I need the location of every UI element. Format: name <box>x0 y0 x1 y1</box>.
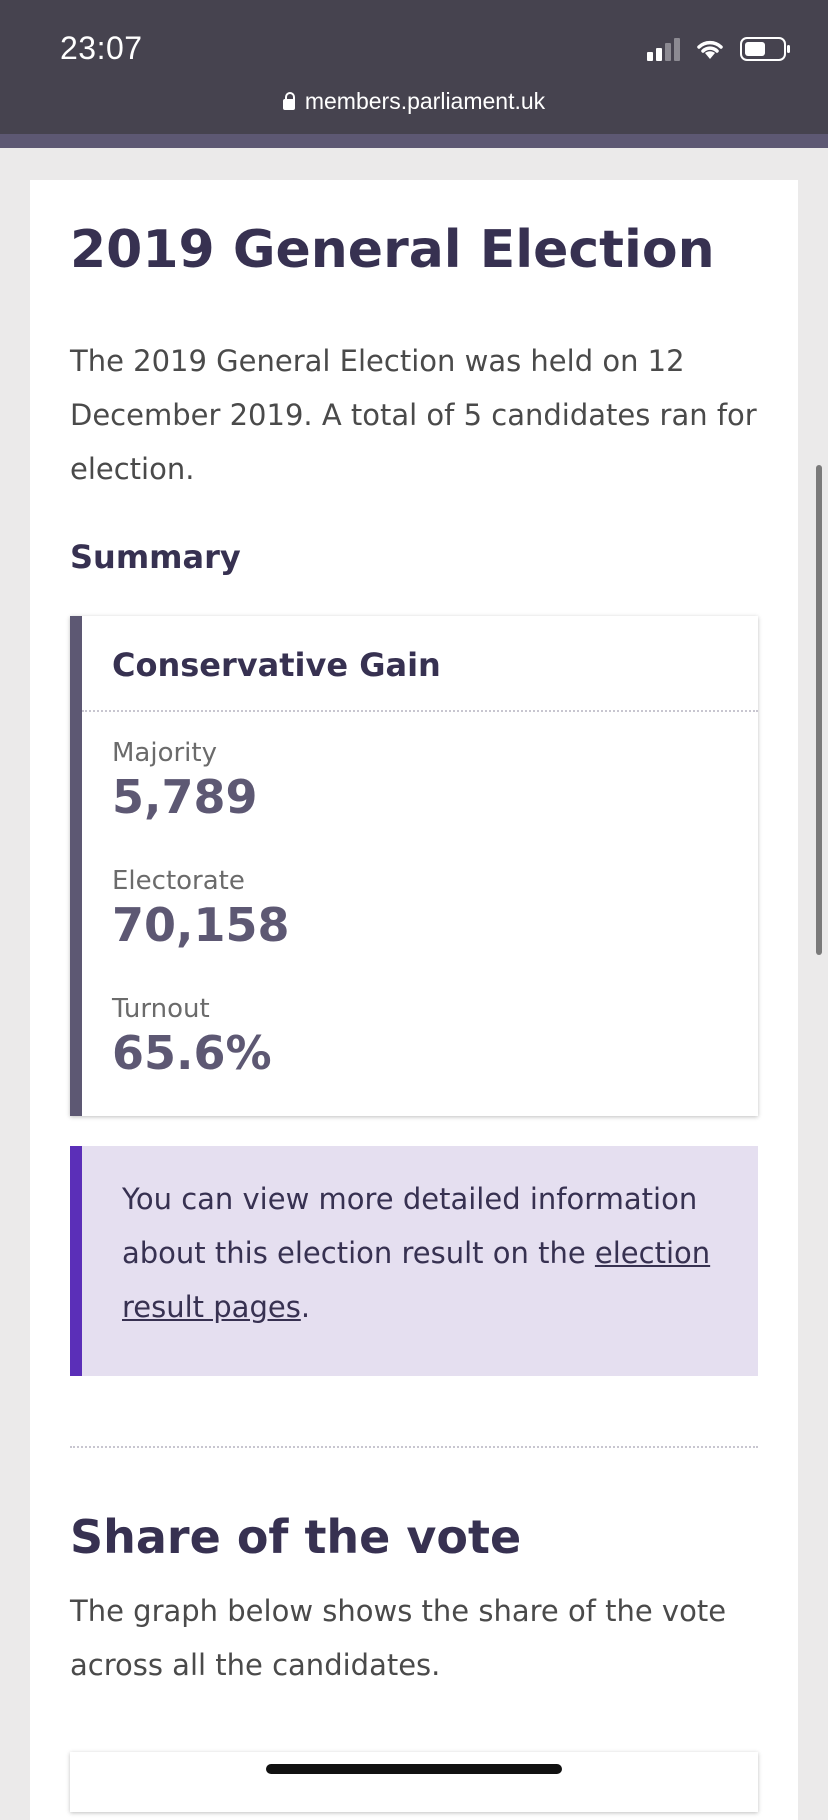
header-strip <box>0 134 828 148</box>
summary-box: Conservative Gain Majority 5,789 Elector… <box>70 616 758 1116</box>
share-of-vote-heading: Share of the vote <box>70 1510 522 1564</box>
turnout-label: Turnout <box>112 994 210 1024</box>
info-text-before: You can view more detailed information a… <box>122 1182 698 1270</box>
page-title: 2019 General Election <box>70 220 715 280</box>
result-title: Conservative Gain <box>112 646 441 684</box>
electorate-value: 70,158 <box>112 898 290 952</box>
cellular-signal-icon <box>647 37 680 61</box>
info-text-after: . <box>300 1290 311 1324</box>
majority-label: Majority <box>112 738 217 768</box>
election-intro: The 2019 General Election was held on 12… <box>70 344 757 486</box>
section-divider <box>70 1446 758 1448</box>
battery-icon <box>740 37 790 61</box>
lock-icon <box>282 92 295 110</box>
election-card: 2019 General Election The 2019 General E… <box>30 180 798 1820</box>
turnout-value: 65.6% <box>112 1026 272 1080</box>
summary-heading: Summary <box>70 538 241 576</box>
share-of-vote-description: The graph below shows the share of the v… <box>70 1594 727 1682</box>
electorate-label: Electorate <box>112 866 245 896</box>
vote-share-graph <box>70 1752 758 1812</box>
status-icons <box>647 36 792 62</box>
majority-value: 5,789 <box>112 770 258 824</box>
summary-divider <box>82 710 758 712</box>
status-bar: 23:07 members.parliament.uk <box>0 0 828 134</box>
election-result-pages-link[interactable]: election result pages <box>122 1236 711 1324</box>
info-text: You can view more detailed information a… <box>122 1172 722 1334</box>
wifi-icon <box>697 40 723 59</box>
status-time: 23:07 <box>60 30 143 66</box>
info-callout: You can view more detailed information a… <box>70 1146 758 1376</box>
url-text: members.parliament.uk <box>304 88 546 114</box>
home-indicator[interactable] <box>266 1764 562 1774</box>
address-bar[interactable]: members.parliament.uk <box>0 88 828 115</box>
scrollbar[interactable] <box>816 465 822 955</box>
